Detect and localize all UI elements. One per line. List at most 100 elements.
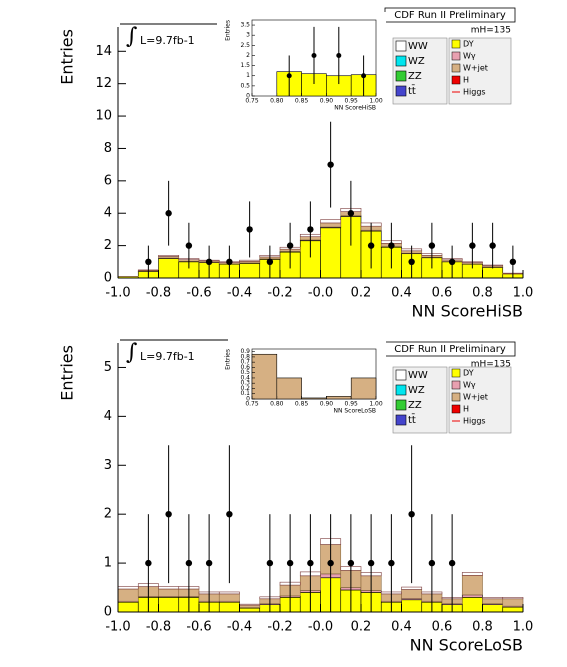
- y-tick-label: 4: [104, 409, 112, 424]
- data-point: [489, 242, 496, 249]
- stack-bar: [239, 263, 261, 279]
- stack-bar: [158, 588, 180, 597]
- y-tick-label: 3: [104, 458, 112, 473]
- x-tick-label: 0.4: [391, 620, 412, 635]
- x-tick-label: -0.2: [267, 286, 292, 301]
- mass-label: mH=135: [471, 26, 511, 36]
- data-point: [226, 258, 233, 266]
- x-tick-label: -1.0: [105, 286, 130, 301]
- x-tick-label: -0.8: [146, 286, 171, 301]
- stack-bar: [461, 594, 483, 598]
- legend-label: H: [463, 76, 469, 85]
- legend-swatch: [395, 369, 407, 381]
- inset-y-tick-label: 0.5: [240, 82, 250, 89]
- y-tick-label: 1: [104, 556, 112, 571]
- integral-sign: ∫: [126, 24, 138, 49]
- data-point: [205, 258, 213, 266]
- stack-bar: [158, 586, 180, 590]
- inset-y-tick-label: 0.7: [240, 359, 250, 366]
- legend-label: Higgs: [463, 417, 486, 426]
- data-point: [246, 226, 253, 233]
- x-tick-label: 0.4: [391, 286, 412, 301]
- x-tick-label: 0.8: [472, 620, 493, 635]
- inset-data-point: [311, 52, 317, 58]
- inset-y-tick-label: 0: [246, 93, 250, 100]
- inset-y-tick-label: 0.1: [240, 390, 250, 397]
- y-tick-label: 4: [104, 206, 112, 221]
- data-point: [307, 559, 314, 567]
- data-point: [367, 559, 375, 567]
- inset-y-tick-label: 3: [246, 32, 250, 39]
- data-point: [509, 258, 517, 266]
- inset-y-tick-label: 3.5: [240, 22, 250, 29]
- data-point: [307, 226, 314, 233]
- inset-bar: [350, 377, 377, 400]
- stack-bar: [117, 601, 139, 613]
- legend-label: Wγ: [463, 52, 476, 61]
- legend-swatch: [395, 70, 407, 82]
- inset-bar: [251, 353, 278, 400]
- inset-x-tick-label: 0.90: [320, 98, 334, 105]
- legend-label: WW: [408, 41, 428, 52]
- inset-y-title: Entries: [225, 20, 232, 41]
- legend-label: WZ: [408, 385, 425, 396]
- stack-bar: [401, 589, 423, 599]
- legend-swatch: [395, 55, 407, 67]
- inset-x-title: NN ScoreLoSB: [333, 408, 376, 415]
- y-tick-label: 8: [104, 141, 112, 156]
- inset-y-title: Entries: [225, 349, 232, 370]
- legend-label: WZ: [408, 56, 425, 67]
- inset-x-tick-label: 0.80: [270, 401, 284, 408]
- legend-label: ZZ: [408, 400, 422, 411]
- y-tick-label: 0: [104, 605, 112, 620]
- stack-bar: [239, 604, 261, 608]
- header: CDF Run II Preliminary: [394, 344, 506, 355]
- legend-swatch: [451, 39, 461, 49]
- data-point: [286, 242, 294, 249]
- stack-bar: [461, 597, 483, 613]
- y-tick-label: 2: [104, 238, 112, 253]
- inset-y-tick-label: 0.6: [240, 364, 250, 371]
- inset-x-tick-label: 0.90: [320, 401, 334, 408]
- stack-bar: [218, 601, 240, 613]
- inset-x-tick-label: 0.75: [245, 98, 259, 105]
- stack-bar: [482, 604, 504, 613]
- legend-label: Wγ: [463, 381, 476, 390]
- data-point: [327, 559, 334, 567]
- x-tick-label: 0.6: [432, 286, 453, 301]
- stack-bar: [482, 267, 504, 279]
- inset-y-tick-label: 0.5: [240, 369, 250, 376]
- inset-bar: [326, 396, 352, 400]
- legend-swatch: [451, 368, 461, 378]
- legend-swatch: [395, 384, 407, 396]
- data-point: [448, 559, 456, 567]
- x-tick-label: 0.2: [351, 286, 372, 301]
- stack-bar: [401, 599, 423, 613]
- inset-x-tick-label: 0.85: [295, 401, 309, 408]
- inset-x-tick-label: 0.75: [245, 401, 259, 408]
- data-point: [145, 559, 152, 567]
- data-point: [367, 242, 375, 249]
- legend-label: H: [463, 405, 469, 414]
- inset-y-tick-label: 0.9: [240, 348, 250, 355]
- data-point: [408, 510, 415, 518]
- x-tick-label: -0.0: [308, 286, 333, 301]
- integral-sign: ∫: [126, 340, 138, 365]
- inset-data-point: [286, 73, 292, 79]
- y-tick-label: 2: [104, 507, 112, 522]
- x-axis-title: NN ScoreHiSB: [412, 302, 523, 321]
- stack-bar: [401, 586, 423, 590]
- x-tick-label: -0.8: [146, 620, 171, 635]
- inset-data-point: [336, 52, 342, 58]
- inset-x-tick-label: 0.80: [270, 98, 284, 105]
- stack-bar: [239, 603, 261, 606]
- inset-y-tick-label: 2.5: [240, 42, 250, 49]
- stack-bar: [502, 597, 524, 600]
- legend-swatch: [451, 51, 461, 61]
- data-point: [327, 161, 334, 168]
- inset-x-tick-label: 0.85: [295, 98, 309, 105]
- stack-bar: [482, 598, 504, 604]
- x-axis-title: NN ScoreLoSB: [410, 636, 523, 655]
